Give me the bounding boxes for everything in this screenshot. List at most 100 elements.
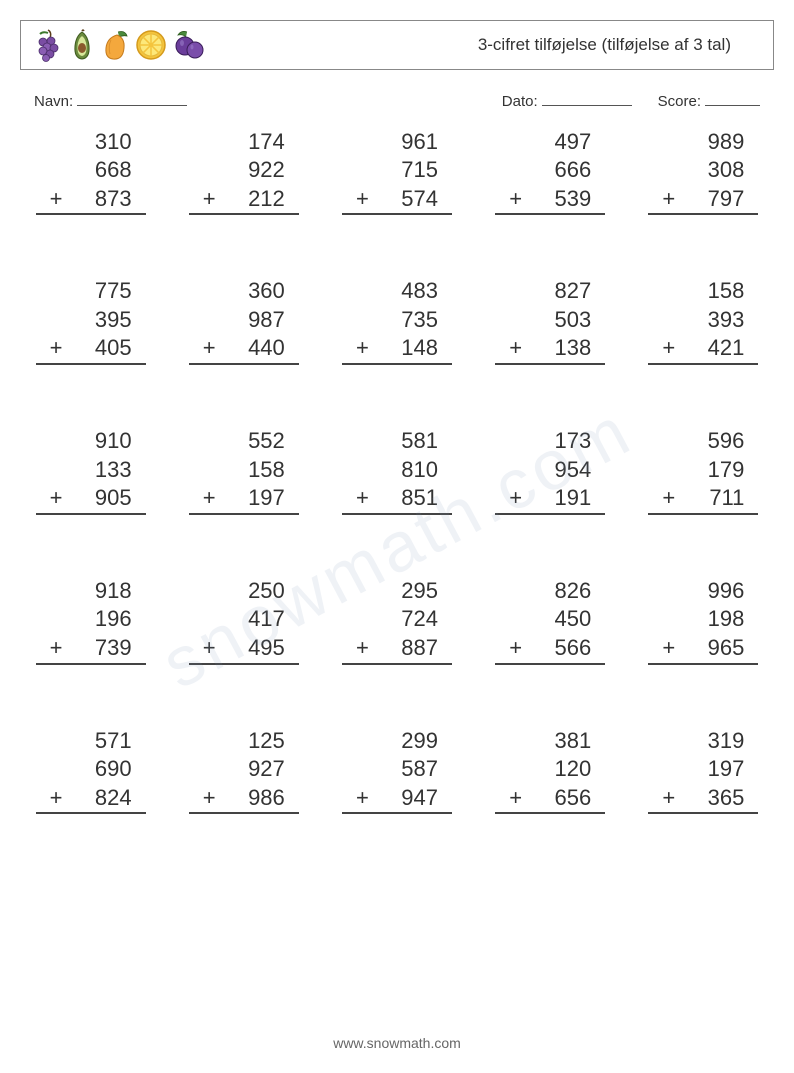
- addend-3-value: 711: [709, 485, 744, 510]
- name-label: Navn:: [34, 93, 73, 110]
- addend-3: +739: [36, 634, 146, 665]
- plus-sign: +: [203, 634, 216, 663]
- addend-1: 571: [36, 727, 146, 756]
- addend-1: 250: [189, 577, 299, 606]
- addend-1: 158: [648, 277, 758, 306]
- problem: 125927+986: [189, 727, 299, 815]
- addend-1: 918: [36, 577, 146, 606]
- addend-3-value: 905: [95, 485, 132, 510]
- addend-3: +574: [342, 185, 452, 216]
- problem: 250417+495: [189, 577, 299, 665]
- addend-3: +365: [648, 784, 758, 815]
- addend-2: 987: [189, 306, 299, 335]
- addend-3-value: 574: [401, 186, 438, 211]
- addend-3-value: 148: [401, 335, 438, 360]
- addend-3-value: 539: [554, 186, 591, 211]
- addend-1: 299: [342, 727, 452, 756]
- addend-3-value: 405: [95, 335, 132, 360]
- addend-3-value: 851: [401, 485, 438, 510]
- addend-2: 690: [36, 755, 146, 784]
- addend-1: 552: [189, 427, 299, 456]
- plus-sign: +: [203, 784, 216, 813]
- worksheet-title: 3-cifret tilføjelse (tilføjelse af 3 tal…: [478, 35, 761, 55]
- problem: 497666+539: [495, 128, 605, 216]
- plus-sign: +: [356, 185, 369, 214]
- problem: 996198+965: [648, 577, 758, 665]
- score-label: Score:: [658, 93, 701, 110]
- addend-1: 295: [342, 577, 452, 606]
- problem: 319197+365: [648, 727, 758, 815]
- addend-3-value: 365: [708, 785, 745, 810]
- addend-2: 715: [342, 156, 452, 185]
- plus-sign: +: [50, 784, 63, 813]
- problem: 826450+566: [495, 577, 605, 665]
- addend-2: 927: [189, 755, 299, 784]
- addend-1: 996: [648, 577, 758, 606]
- problem: 581810+851: [342, 427, 452, 515]
- addend-3-value: 138: [554, 335, 591, 360]
- addend-3: +539: [495, 185, 605, 216]
- plus-sign: +: [662, 334, 675, 363]
- addend-3: +887: [342, 634, 452, 665]
- plums-icon: [173, 28, 207, 62]
- addend-2: 158: [189, 456, 299, 485]
- addend-1: 596: [648, 427, 758, 456]
- problem: 381120+656: [495, 727, 605, 815]
- addend-1: 360: [189, 277, 299, 306]
- plus-sign: +: [356, 784, 369, 813]
- addend-3: +197: [189, 484, 299, 515]
- addend-3-value: 824: [95, 785, 132, 810]
- addend-3: +421: [648, 334, 758, 365]
- problems-grid: 310668+873174922+212961715+574497666+539…: [30, 128, 764, 815]
- fruit-icons: [33, 28, 207, 62]
- addend-3-value: 566: [554, 635, 591, 660]
- plus-sign: +: [203, 334, 216, 363]
- addend-1: 125: [189, 727, 299, 756]
- addend-2: 197: [648, 755, 758, 784]
- grapes-icon: [33, 28, 63, 62]
- problem: 310668+873: [36, 128, 146, 216]
- addend-3: +986: [189, 784, 299, 815]
- score-blank: [705, 88, 760, 106]
- addend-3: +656: [495, 784, 605, 815]
- plus-sign: +: [662, 185, 675, 214]
- problem: 571690+824: [36, 727, 146, 815]
- addend-2: 393: [648, 306, 758, 335]
- plus-sign: +: [356, 634, 369, 663]
- plus-sign: +: [356, 334, 369, 363]
- problem: 483735+148: [342, 277, 452, 365]
- addend-3: +873: [36, 185, 146, 216]
- addend-1: 827: [495, 277, 605, 306]
- addend-2: 735: [342, 306, 452, 335]
- addend-3-value: 797: [708, 186, 745, 211]
- addend-2: 179: [648, 456, 758, 485]
- plus-sign: +: [203, 185, 216, 214]
- addend-1: 581: [342, 427, 452, 456]
- addend-3: +405: [36, 334, 146, 365]
- problem: 360987+440: [189, 277, 299, 365]
- addend-3: +965: [648, 634, 758, 665]
- score-field: Score:: [658, 88, 760, 110]
- addend-1: 775: [36, 277, 146, 306]
- mango-icon: [101, 28, 129, 62]
- addend-3: +824: [36, 784, 146, 815]
- addend-2: 724: [342, 605, 452, 634]
- problem: 299587+947: [342, 727, 452, 815]
- addend-2: 810: [342, 456, 452, 485]
- addend-3: +191: [495, 484, 605, 515]
- problem: 827503+138: [495, 277, 605, 365]
- addend-3-value: 739: [95, 635, 132, 660]
- problem: 174922+212: [189, 128, 299, 216]
- plus-sign: +: [509, 634, 522, 663]
- addend-3: +851: [342, 484, 452, 515]
- addend-1: 989: [648, 128, 758, 157]
- plus-sign: +: [50, 185, 63, 214]
- addend-3-value: 197: [248, 485, 285, 510]
- addend-1: 173: [495, 427, 605, 456]
- date-blank: [542, 88, 632, 106]
- problem: 910133+905: [36, 427, 146, 515]
- addend-2: 417: [189, 605, 299, 634]
- addend-3-value: 887: [401, 635, 438, 660]
- addend-3-value: 947: [401, 785, 438, 810]
- plus-sign: +: [203, 484, 216, 513]
